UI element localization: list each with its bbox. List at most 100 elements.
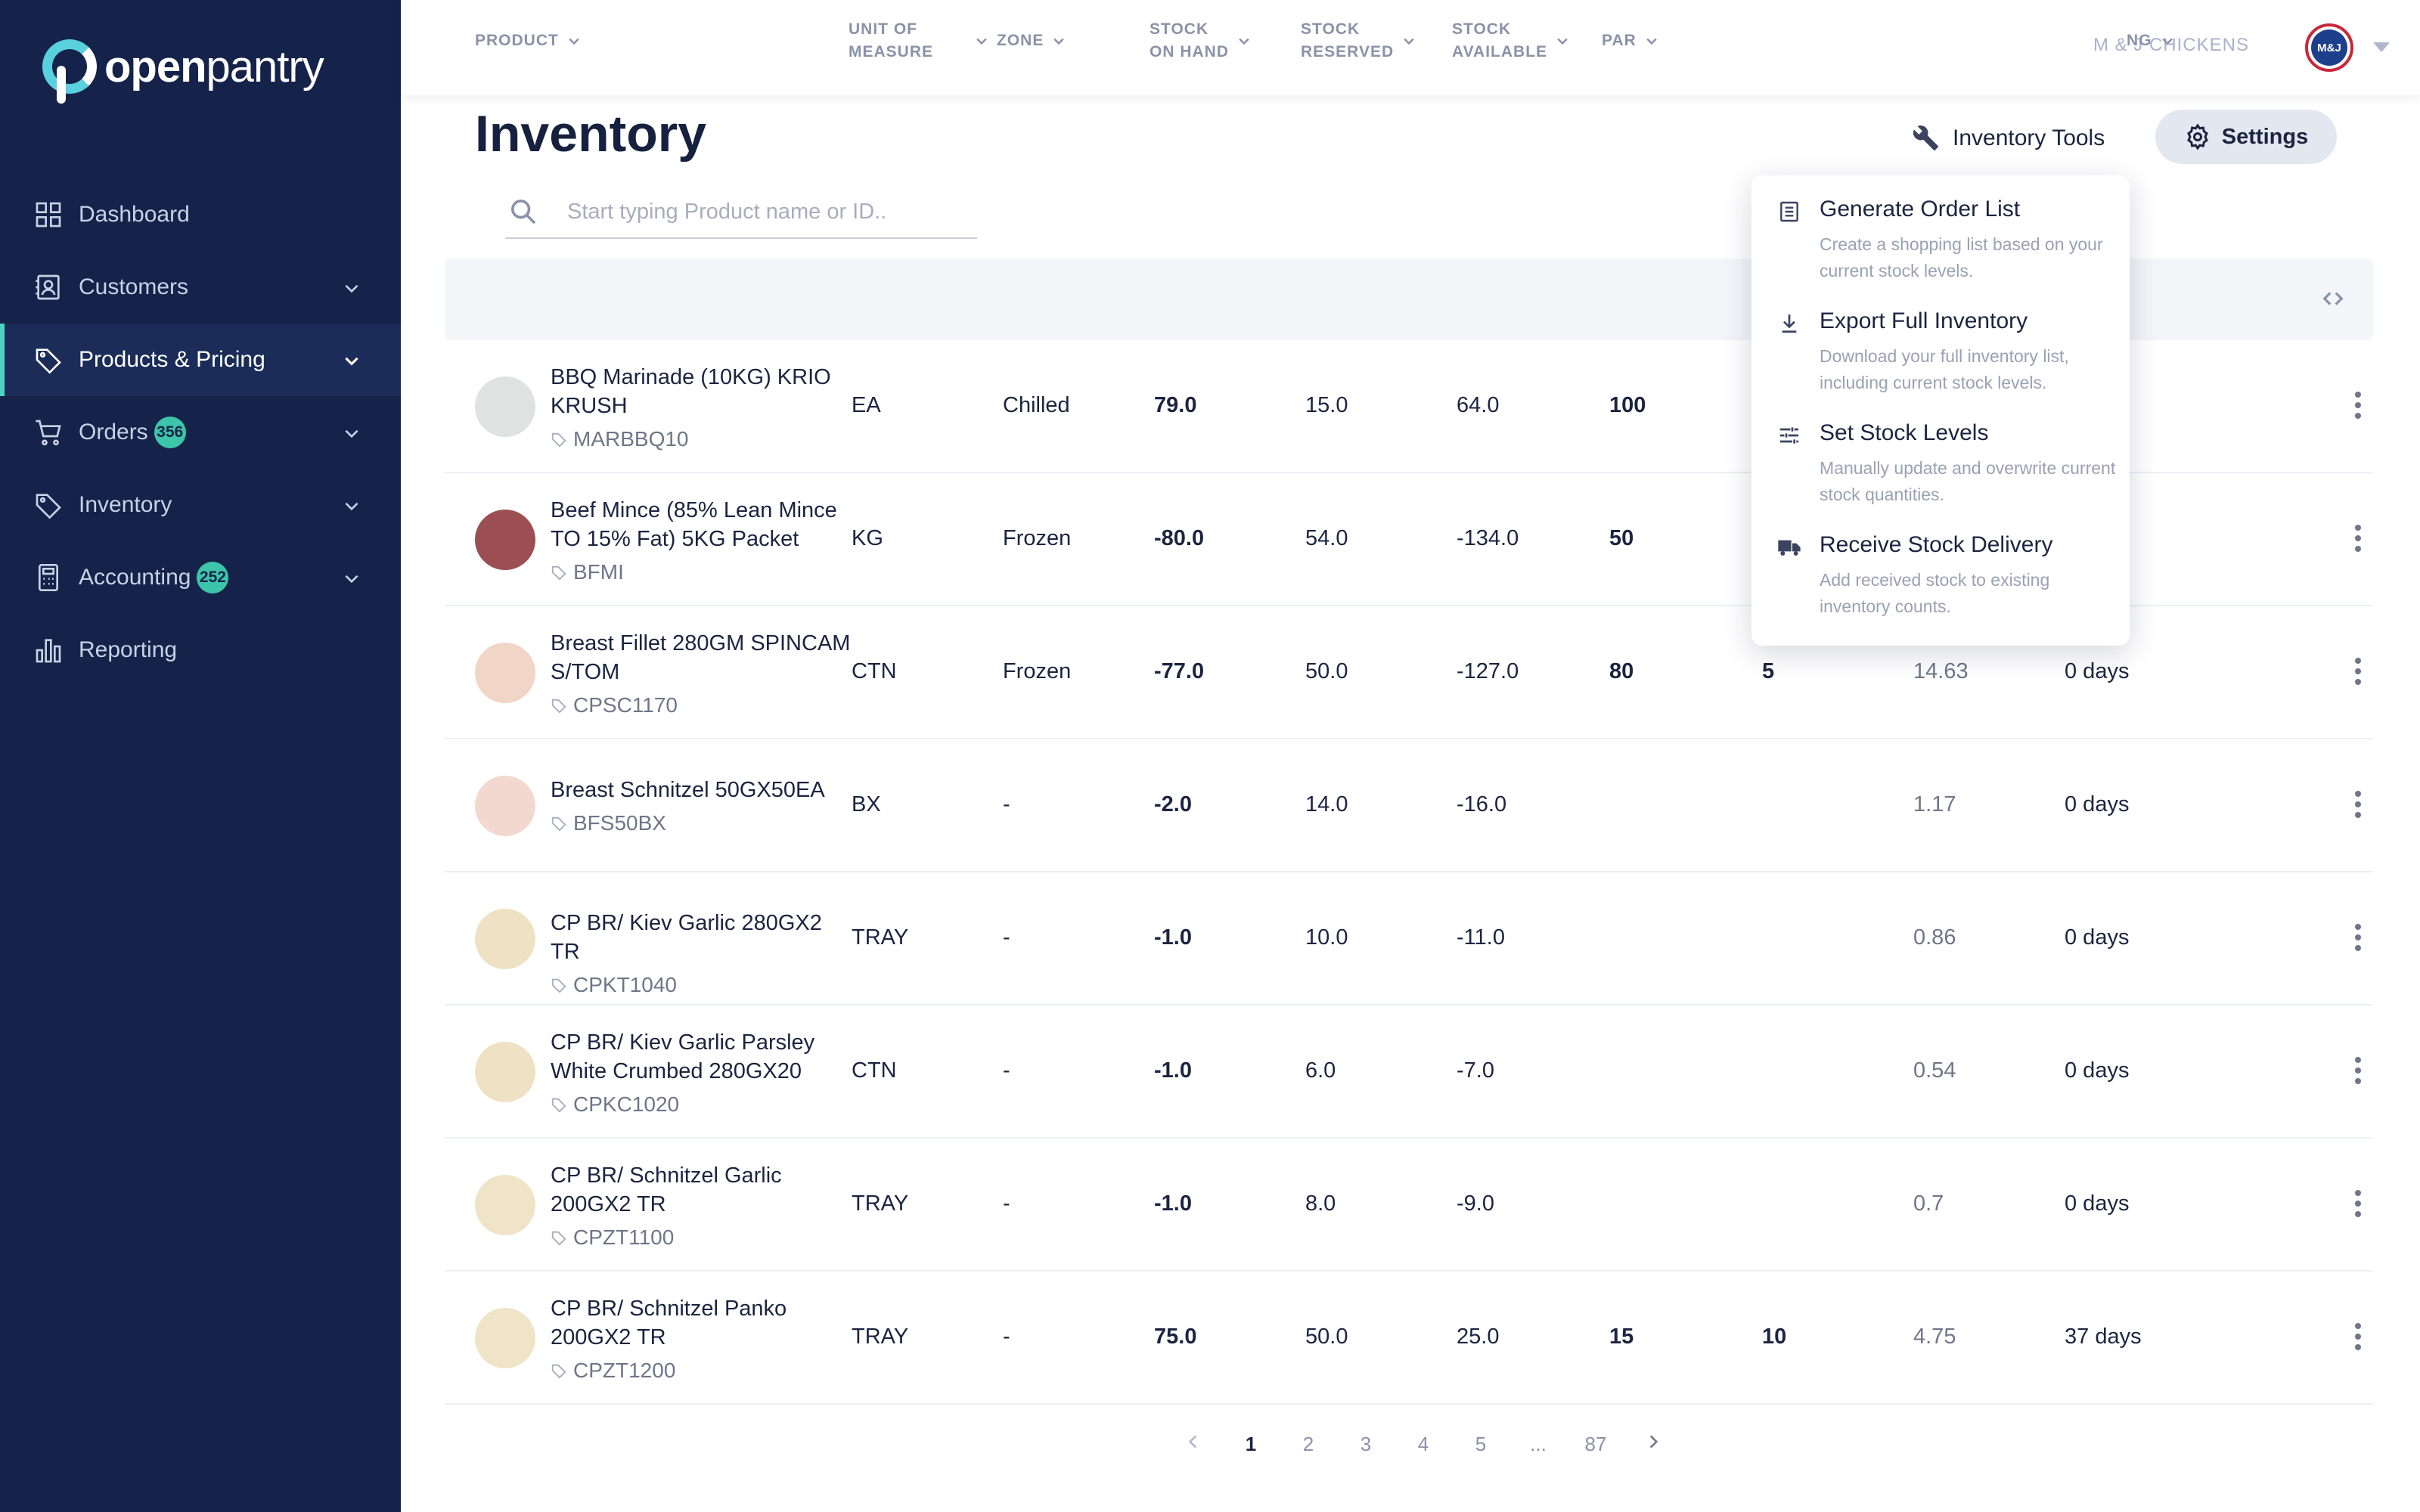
cart-icon <box>32 416 65 449</box>
product-name[interactable]: Breast Schnitzel 50GX50EA <box>551 778 825 802</box>
column-header-par[interactable]: PAR <box>1602 29 1659 52</box>
stock-reserved: 50.0 <box>1305 659 1348 683</box>
zone: - <box>1003 1058 1010 1083</box>
column-header-zone[interactable]: ZONE <box>974 29 1066 52</box>
previous-page-button[interactable] <box>1165 1432 1222 1457</box>
company-name[interactable]: M & J CHICKENS <box>2093 35 2249 55</box>
product-sku-text: CPKT1040 <box>573 973 677 996</box>
product-sku: MARBBQ10 <box>551 425 853 454</box>
chevron-down-icon[interactable] <box>342 496 361 516</box>
sidebar-item-label: Reporting <box>79 637 178 662</box>
row-menu-icon[interactable] <box>2353 658 2363 688</box>
product-sku-text: CPKC1020 <box>573 1092 680 1116</box>
inventory-tools-button[interactable]: Inventory Tools <box>1913 112 2105 165</box>
next-page-button[interactable] <box>1624 1432 1682 1457</box>
chevron-down-icon[interactable] <box>342 351 361 370</box>
sidebar-item-reporting[interactable]: Reporting <box>0 614 401 686</box>
product-name[interactable]: CP BR/ Kiev Garlic 280GX2 TR <box>551 911 822 964</box>
column-header-stock-reserved[interactable]: STOCK RESERVED <box>1301 18 1416 64</box>
column-header-stock-on-hand[interactable]: STOCK ON HAND <box>1150 18 1252 64</box>
product-name[interactable]: CP BR/ Schnitzel Panko 200GX2 TR <box>551 1297 787 1349</box>
row-menu-icon[interactable] <box>2353 1057 2363 1087</box>
sidebar-item-label: Customers <box>79 274 189 299</box>
page-button-5[interactable]: 5 <box>1475 1432 1487 1455</box>
page-button-3[interactable]: 3 <box>1360 1432 1372 1455</box>
column-header-label: STOCK <box>1301 20 1360 38</box>
unit-of-measure: EA <box>852 393 881 417</box>
gear-icon <box>2186 123 2208 150</box>
product-name[interactable]: Breast Fillet 280GM SPINCAM S/TOM <box>551 631 851 684</box>
par-level: 80 <box>1609 659 1634 683</box>
chevron-down-icon[interactable] <box>342 569 361 588</box>
tag-icon <box>551 1231 566 1246</box>
unit-of-measure: TRAY <box>852 1325 909 1349</box>
sidebar-item-dashboard[interactable]: Dashboard <box>0 178 401 251</box>
row-menu-icon[interactable] <box>2353 525 2363 555</box>
table-row[interactable]: Breast Fillet 280GM SPINCAM S/TOM CPSC11… <box>445 606 2373 739</box>
stock-available: -16.0 <box>1457 792 1507 816</box>
chevron-down-icon <box>1239 38 1249 45</box>
product-name[interactable]: Beef Mince (85% Lean Mince TO 15% Fat) 5… <box>551 498 837 551</box>
menu-item-title: Receive Stock Delivery <box>1820 532 2053 557</box>
bar-chart-icon <box>32 634 65 667</box>
zone: - <box>1003 792 1010 816</box>
page-button-1[interactable]: 1 <box>1245 1432 1257 1455</box>
row-menu-icon[interactable] <box>2353 924 2363 954</box>
page-button-4[interactable]: 4 <box>1417 1432 1429 1455</box>
row-menu-icon[interactable] <box>2353 1190 2363 1220</box>
search-input[interactable] <box>567 199 960 225</box>
expand-columns-icon[interactable] <box>2322 287 2344 310</box>
unit-of-measure: TRAY <box>852 925 909 950</box>
table-row[interactable]: CP BR/ Kiev Garlic Parsley White Crumbed… <box>445 1005 2373 1139</box>
chevron-right-icon <box>1649 1434 1658 1448</box>
column-header-days-remaining[interactable]: NG <box>2127 29 2175 52</box>
chevron-down-icon[interactable] <box>342 423 361 443</box>
row-menu-icon[interactable] <box>2353 392 2363 422</box>
table-row[interactable]: CP BR/ Kiev Garlic 280GX2 TR CPKT1040 TR… <box>445 872 2373 1005</box>
sidebar-item-products-pricing[interactable]: Products & Pricing <box>0 324 401 396</box>
sidebar-item-accounting[interactable]: Accounting 252 <box>0 541 401 614</box>
chevron-down-icon <box>1404 38 1414 45</box>
chevron-down-icon <box>1557 38 1568 45</box>
column-header-label: AVAILABLE <box>1452 43 1548 60</box>
unit-of-measure: CTN <box>852 1058 897 1083</box>
product-name[interactable]: CP BR/ Kiev Garlic Parsley White Crumbed… <box>551 1030 815 1083</box>
stock-on-hand: -77.0 <box>1154 659 1205 683</box>
sidebar-item-inventory[interactable]: Inventory <box>0 469 401 541</box>
table-row[interactable]: Breast Schnitzel 50GX50EA BFS50BX BX - -… <box>445 739 2373 872</box>
table-row[interactable]: BBQ Marinade (10KG) KRIO KRUSH MARBBQ10 … <box>445 340 2373 473</box>
column-header-product[interactable]: PRODUCT <box>475 29 582 52</box>
sidebar-item-orders[interactable]: Orders 356 <box>0 396 401 469</box>
column-header-label: ON HAND <box>1150 43 1229 60</box>
sidebar-item-customers[interactable]: Customers <box>0 251 401 324</box>
days-remaining: 0 days <box>2065 925 2130 950</box>
table-row[interactable]: CP BR/ Schnitzel Panko 200GX2 TR CPZT120… <box>445 1272 2373 1405</box>
product-sku-text: CPSC1170 <box>573 693 678 717</box>
avatar[interactable]: M&J <box>2305 23 2353 72</box>
pagination-ellipsis: ... <box>1530 1432 1547 1455</box>
table-row[interactable]: CP BR/ Schnitzel Garlic 200GX2 TR CPZT11… <box>445 1139 2373 1272</box>
row-menu-icon[interactable] <box>2353 1323 2363 1353</box>
product-sku-text: CPZT1200 <box>573 1359 676 1382</box>
chevron-down-icon <box>569 38 579 45</box>
product-sku: CPKT1040 <box>551 971 853 999</box>
openpantry-logo[interactable]: openpantry <box>42 39 324 104</box>
caret-down-icon[interactable] <box>2373 42 2390 52</box>
settings-button[interactable]: Settings <box>2155 110 2337 164</box>
page-button-2[interactable]: 2 <box>1302 1432 1314 1455</box>
zone: - <box>1003 925 1010 950</box>
tag-icon <box>551 1364 566 1379</box>
stock-available: -9.0 <box>1457 1191 1494 1216</box>
zone: Chilled <box>1003 393 1070 417</box>
product-name[interactable]: CP BR/ Schnitzel Garlic 200GX2 TR <box>551 1163 782 1216</box>
page-button-87[interactable]: 87 <box>1584 1432 1607 1455</box>
wrench-icon <box>1913 125 1938 150</box>
chevron-down-icon[interactable] <box>342 278 361 298</box>
chevron-down-icon <box>976 38 987 45</box>
column-header-stock-available[interactable]: STOCK AVAILABLE <box>1452 18 1570 64</box>
product-name[interactable]: BBQ Marinade (10KG) KRIO KRUSH <box>551 365 831 418</box>
tag-icon <box>32 343 65 376</box>
row-menu-icon[interactable] <box>2353 791 2363 821</box>
table-row[interactable]: Beef Mince (85% Lean Mince TO 15% Fat) 5… <box>445 473 2373 606</box>
column-header-unit-of-measure[interactable]: UNIT OF MEASURE <box>849 18 933 64</box>
